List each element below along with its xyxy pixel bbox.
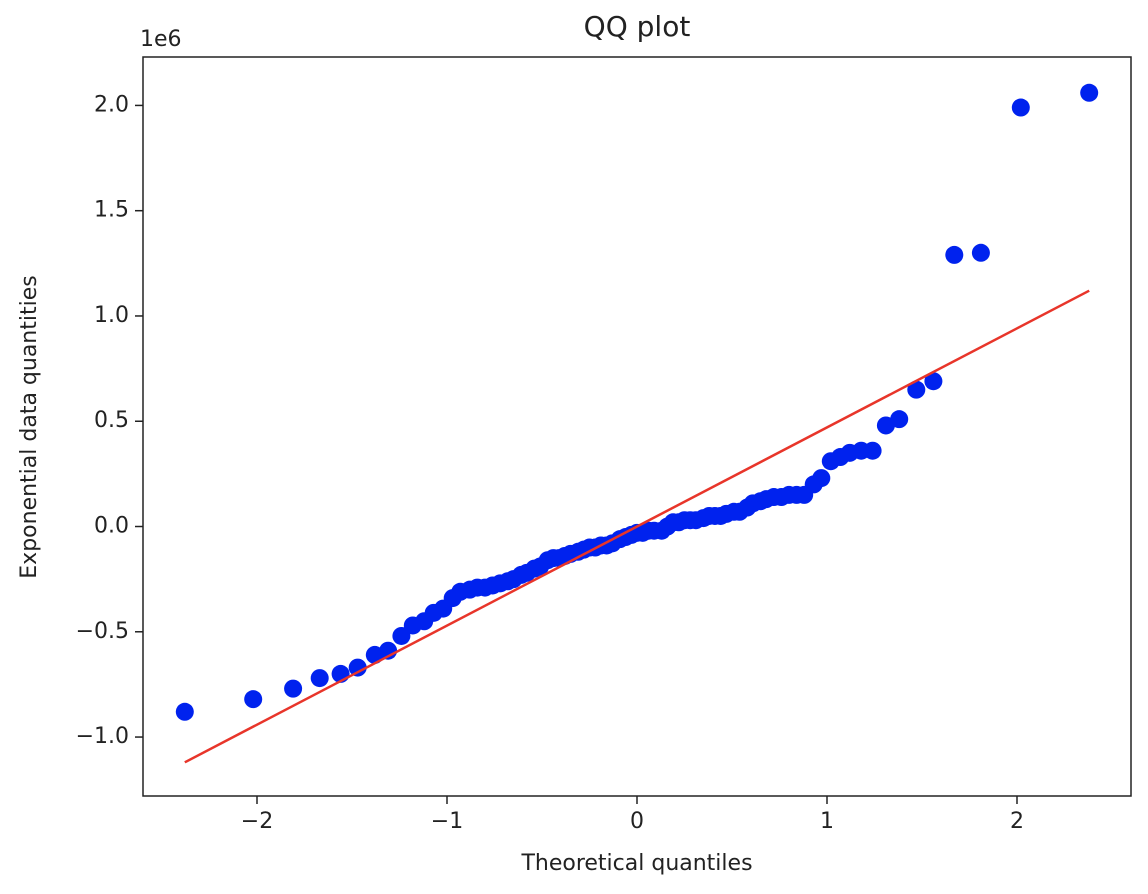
y-tick-label: 1.5 (94, 198, 129, 223)
data-point (890, 410, 909, 429)
data-point (945, 245, 964, 264)
data-point (1011, 98, 1030, 117)
x-tick-label: 1 (820, 809, 834, 834)
data-point (924, 372, 943, 391)
data-point (348, 658, 367, 677)
data-point (971, 243, 990, 262)
data-point (812, 469, 831, 488)
data-point (392, 626, 411, 645)
chart-title: QQ plot (584, 10, 691, 43)
x-tick-label: 0 (630, 809, 644, 834)
plot-frame (142, 56, 1132, 797)
y-axis-label: Exponential data quantities (17, 275, 42, 578)
x-tick-label: 2 (1010, 809, 1024, 834)
y-offset-label: 1e6 (140, 27, 182, 52)
data-point (907, 380, 926, 399)
y-tick-label: 0.0 (94, 514, 129, 539)
x-axis-label: Theoretical quantiles (520, 851, 752, 876)
y-tick-label: −1.0 (76, 724, 129, 749)
y-tick-label: 1.0 (94, 303, 129, 328)
y-tick-label: −0.5 (76, 619, 129, 644)
data-point (310, 669, 329, 688)
data-point (284, 679, 303, 698)
data-point (244, 690, 263, 709)
y-tick-label: 0.5 (94, 408, 129, 433)
data-point (863, 441, 882, 460)
data-point (1080, 83, 1099, 102)
x-tick-label: −2 (241, 809, 273, 834)
x-tick-label: −1 (431, 809, 463, 834)
data-point (175, 702, 194, 721)
y-tick-label: 2.0 (94, 92, 129, 117)
fit-line (184, 289, 1090, 764)
